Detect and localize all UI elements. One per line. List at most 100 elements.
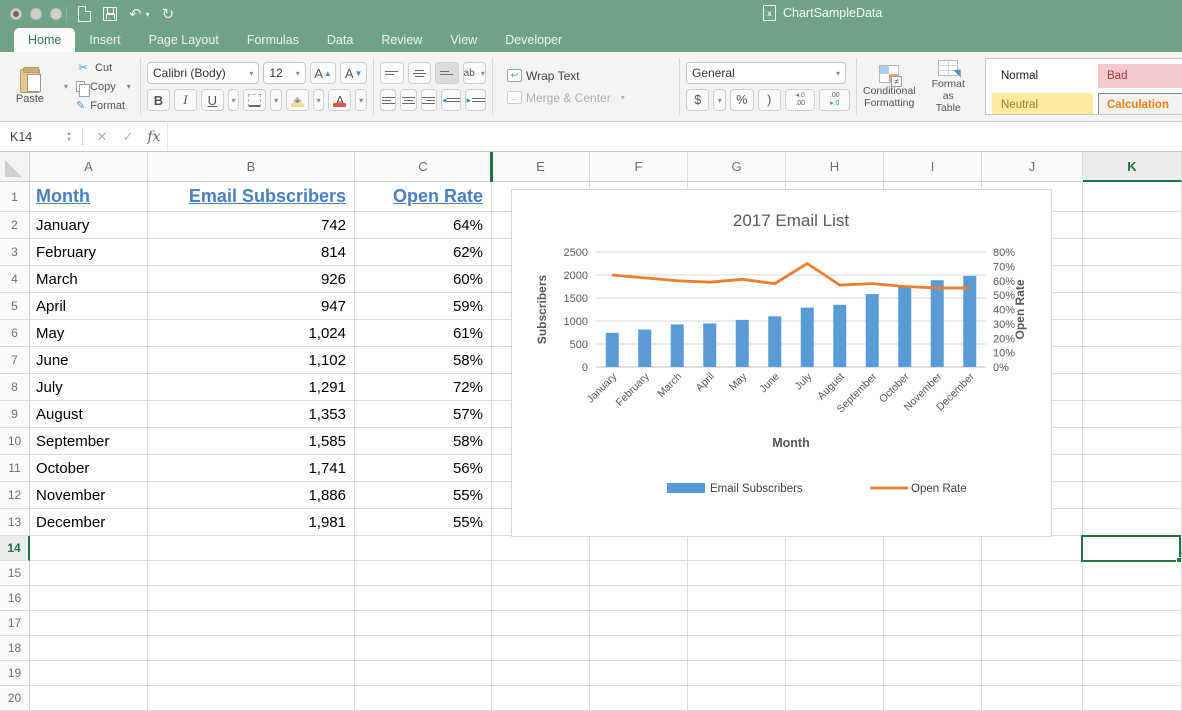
text-orientation-button[interactable]: ab ▾ (462, 62, 486, 84)
row-header-9[interactable]: 9 (0, 401, 30, 428)
hidden-column-d-indicator[interactable] (490, 152, 493, 182)
row-header-14[interactable]: 14 (0, 536, 30, 561)
column-header-c[interactable]: C (355, 152, 492, 182)
cell-F14[interactable] (590, 536, 688, 561)
cell-A16[interactable] (30, 586, 148, 611)
cell-K1[interactable] (1083, 182, 1182, 212)
cell-B18[interactable] (148, 636, 355, 661)
cell-K20[interactable] (1083, 686, 1182, 711)
column-header-h[interactable]: H (786, 152, 884, 182)
row-header-5[interactable]: 5 (0, 293, 30, 320)
close-window-button[interactable] (10, 8, 22, 20)
cell-K5[interactable] (1083, 293, 1182, 320)
cell-F17[interactable] (590, 611, 688, 636)
increase-decimal-button[interactable]: ◂.0.00 (784, 89, 816, 111)
percent-format-button[interactable]: % (730, 89, 754, 111)
cell-C9[interactable]: 57% (355, 401, 492, 428)
cell-C1[interactable]: Open Rate (355, 182, 492, 212)
align-bottom-button[interactable] (435, 62, 459, 84)
decrease-decimal-button[interactable]: .00 ▸.0 (819, 89, 851, 111)
cell-C6[interactable]: 61% (355, 320, 492, 347)
cell-I19[interactable] (884, 661, 982, 686)
cell-F20[interactable] (590, 686, 688, 711)
chart-bar-february[interactable] (638, 329, 652, 367)
cell-C8[interactable]: 72% (355, 374, 492, 401)
cell-K9[interactable] (1083, 401, 1182, 428)
cell-F18[interactable] (590, 636, 688, 661)
cell-B3[interactable]: 814 (148, 239, 355, 266)
cell-C5[interactable]: 59% (355, 293, 492, 320)
cell-G14[interactable] (688, 536, 786, 561)
cell-J18[interactable] (982, 636, 1083, 661)
cell-I14[interactable] (884, 536, 982, 561)
cell-C12[interactable]: 55% (355, 482, 492, 509)
chart-bar-april[interactable] (703, 323, 717, 367)
cell-A13[interactable]: December (30, 509, 148, 536)
cell-B11[interactable]: 1,741 (148, 455, 355, 482)
row-header-1[interactable]: 1 (0, 182, 30, 212)
chart-title[interactable]: 2017 Email List (733, 211, 850, 230)
cell-A11[interactable]: October (30, 455, 148, 482)
name-box-stepper[interactable]: ▲ ▼ (66, 130, 72, 143)
align-right-button[interactable] (420, 89, 437, 111)
cell-C18[interactable] (355, 636, 492, 661)
cell-A4[interactable]: March (30, 266, 148, 293)
chart-bar-august[interactable] (833, 304, 847, 367)
cell-B19[interactable] (148, 661, 355, 686)
cell-A8[interactable]: July (30, 374, 148, 401)
row-header-16[interactable]: 16 (0, 586, 30, 611)
cell-B17[interactable] (148, 611, 355, 636)
column-header-i[interactable]: I (884, 152, 982, 182)
copy-dropdown-caret-icon[interactable]: ▾ (126, 82, 131, 91)
column-header-f[interactable]: F (590, 152, 688, 182)
row-header-12[interactable]: 12 (0, 482, 30, 509)
select-all-corner[interactable] (0, 152, 30, 182)
conditional-formatting-button[interactable]: ≠ Conditional Formatting (863, 56, 916, 117)
chart-bar-november[interactable] (930, 280, 944, 367)
cell-B9[interactable]: 1,353 (148, 401, 355, 428)
cell-F15[interactable] (590, 561, 688, 586)
cell-style-neutral[interactable]: Neutral (992, 93, 1093, 114)
cell-B20[interactable] (148, 686, 355, 711)
column-header-a[interactable]: A (30, 152, 148, 182)
format-painter-button[interactable]: ✎ Format (76, 97, 131, 114)
cell-H19[interactable] (786, 661, 884, 686)
cell-E15[interactable] (492, 561, 590, 586)
cell-K7[interactable] (1083, 347, 1182, 374)
column-header-b[interactable]: B (148, 152, 355, 182)
cell-C3[interactable]: 62% (355, 239, 492, 266)
font-name-combo[interactable]: Calibri (Body) ▾ (147, 62, 260, 84)
merge-center-button[interactable]: ↔ Merge & Center ▾ (507, 91, 673, 105)
column-header-j[interactable]: J (982, 152, 1083, 182)
cell-C15[interactable] (355, 561, 492, 586)
cell-style-normal[interactable]: Normal (992, 64, 1093, 88)
align-top-button[interactable] (380, 62, 404, 84)
conditional-formatting-caret-icon[interactable]: ▾ (924, 52, 928, 117)
cell-C17[interactable] (355, 611, 492, 636)
cell-B8[interactable]: 1,291 (148, 374, 355, 401)
cell-I20[interactable] (884, 686, 982, 711)
cell-B13[interactable]: 1,981 (148, 509, 355, 536)
cell-K2[interactable] (1083, 212, 1182, 239)
cell-G15[interactable] (688, 561, 786, 586)
cell-K12[interactable] (1083, 482, 1182, 509)
copy-button[interactable]: Copy ▾ (76, 78, 131, 97)
cell-A5[interactable]: April (30, 293, 148, 320)
cell-C4[interactable]: 60% (355, 266, 492, 293)
font-color-button[interactable]: A (328, 89, 352, 111)
row-header-18[interactable]: 18 (0, 636, 30, 661)
cell-J15[interactable] (982, 561, 1083, 586)
cell-B14[interactable] (148, 536, 355, 561)
embedded-chart[interactable]: 0 500 1000 1500 2000 2500 0% 10% 20% 30% 40% 50% 60%… (511, 189, 1052, 537)
name-box[interactable]: K14 (0, 122, 62, 151)
increase-indent-button[interactable]: ▸ (465, 89, 486, 111)
column-header-k[interactable]: K (1083, 152, 1182, 182)
cell-E19[interactable] (492, 661, 590, 686)
increase-font-size-button[interactable]: A ▲ (309, 62, 337, 84)
row-header-15[interactable]: 15 (0, 561, 30, 586)
cell-E17[interactable] (492, 611, 590, 636)
align-center-button[interactable] (400, 89, 417, 111)
cell-K19[interactable] (1083, 661, 1182, 686)
cell-J17[interactable] (982, 611, 1083, 636)
cell-H16[interactable] (786, 586, 884, 611)
